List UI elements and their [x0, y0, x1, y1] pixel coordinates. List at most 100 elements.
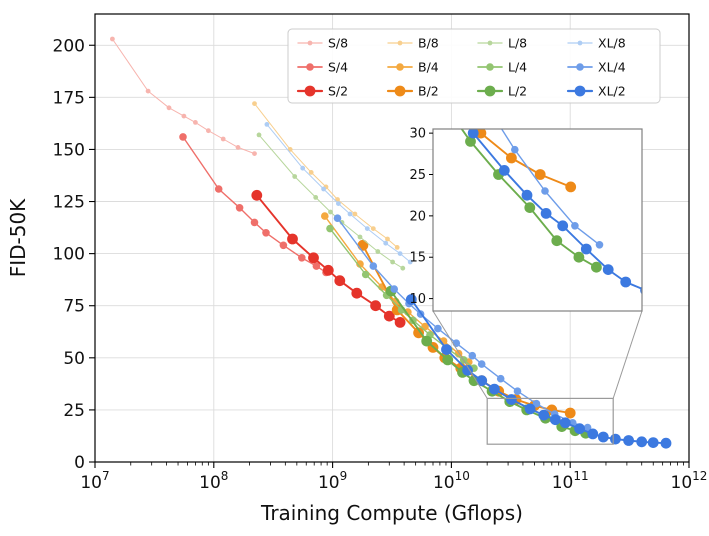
- y-tick-label: 0: [74, 453, 85, 473]
- main-line-s-4: [182, 136, 327, 274]
- main-point-l-8: [292, 174, 298, 179]
- legend-label-l-4: L/4: [508, 60, 527, 75]
- main-point-l-2: [421, 335, 433, 347]
- legend-label-b-4: B/4: [418, 60, 439, 75]
- main-point-b-4: [321, 212, 329, 220]
- legend-entry-l-2: L/2: [476, 84, 527, 99]
- main-point-xl-2: [489, 383, 500, 395]
- main-point-b-8: [352, 211, 358, 217]
- main-point-b-4: [356, 260, 364, 268]
- main-point-s-4: [235, 204, 244, 212]
- main-point-s-2: [334, 275, 346, 287]
- legend-label-xl-8: XL/8: [598, 36, 626, 51]
- main-point-xl-4: [434, 324, 442, 333]
- legend-marker-s-2: [304, 85, 316, 97]
- plot-series: [110, 36, 672, 449]
- y-tick-label: 100: [53, 245, 85, 265]
- legend-label-s-2: S/2: [328, 84, 348, 99]
- main-point-xl-8: [300, 165, 306, 171]
- main-point-xl-4: [452, 339, 461, 348]
- main-series-xl-8: [264, 122, 413, 265]
- legend-entry-l-8: L/8: [477, 36, 527, 51]
- legend-label-s-8: S/8: [328, 36, 348, 51]
- legend-label-s-4: S/4: [328, 60, 348, 75]
- main-point-xl-8: [321, 186, 326, 192]
- main-point-xl-8: [336, 201, 341, 207]
- y-axis-label: FID-50K: [6, 198, 30, 277]
- main-point-s-4: [279, 241, 288, 250]
- legend-label-l-8: L/8: [508, 36, 527, 51]
- y-tick-label: 150: [53, 140, 85, 160]
- y-tick-label: 175: [53, 88, 85, 108]
- main-point-s-4: [214, 185, 223, 193]
- legend-entry-l-4: L/4: [477, 60, 527, 75]
- y-tick-label: 50: [63, 349, 85, 369]
- y-tick-label: 200: [53, 36, 85, 56]
- main-point-s-8: [181, 113, 187, 119]
- main-point-xl-4: [390, 285, 399, 293]
- inset-background: [433, 129, 642, 311]
- inset-series-b-2: [475, 129, 577, 193]
- main-point-xl-2: [660, 437, 672, 449]
- main-point-xl-2: [587, 428, 599, 440]
- zoom-connector-left: [432, 310, 488, 399]
- legend-marker-b-4: [396, 63, 404, 71]
- main-point-xl-4: [477, 360, 486, 368]
- main-point-b-8: [308, 170, 314, 175]
- inset-point-xl-2: [521, 189, 533, 201]
- inset-axes: 10 15 20 25 30: [409, 127, 643, 312]
- inset-point-l-2: [591, 261, 602, 273]
- main-point-l-4: [326, 224, 334, 233]
- inset-point-xl-2: [498, 165, 510, 176]
- legend-box: [287, 28, 661, 104]
- inset-y-tick-label: 25: [409, 168, 426, 183]
- main-point-s-8: [166, 105, 172, 111]
- main-point-s-8: [193, 120, 198, 125]
- main-point-s-8: [110, 36, 115, 42]
- main-point-s-8: [235, 145, 241, 150]
- main-series-l-8: [256, 132, 406, 271]
- zoom-connector-right: [612, 310, 643, 399]
- inset-point-l-2: [551, 235, 563, 247]
- main-point-l-8: [357, 234, 363, 240]
- inset-point-l-2: [465, 136, 476, 147]
- x-tick-label: 109: [318, 469, 347, 493]
- inset-y-tick-label: 10: [409, 292, 426, 307]
- main-point-b-8: [335, 197, 340, 202]
- legend: S/8 S/4 S/2 B/8 B/4 B/2 L/8 L/4 L/2 XL/8 XL/4 XL/2: [287, 28, 661, 104]
- main-point-b-8: [287, 147, 293, 152]
- main-point-xl-2: [441, 344, 452, 355]
- inset-y-tick-label: 15: [409, 251, 426, 266]
- main-point-s-2: [322, 264, 334, 276]
- main-point-s-8: [145, 88, 151, 94]
- main-point-s-8: [252, 151, 257, 157]
- main-point-xl-8: [397, 251, 403, 256]
- main-point-xl-2: [550, 414, 561, 426]
- main-point-l-8: [400, 265, 406, 271]
- main-point-xl-2: [597, 431, 609, 443]
- x-tick-label: 107: [80, 469, 109, 493]
- main-point-xl-2: [636, 436, 648, 448]
- main-point-xl-4: [369, 262, 378, 270]
- legend-entry-s-4: S/4: [297, 60, 348, 75]
- main-point-xl-8: [347, 211, 353, 217]
- main-point-b-2: [413, 327, 424, 339]
- main-point-xl-2: [538, 409, 550, 421]
- main-point-l-4: [361, 270, 370, 279]
- inset-point-b-2: [565, 181, 577, 193]
- legend-marker-l-8: [487, 40, 493, 46]
- main-point-xl-4: [513, 387, 522, 396]
- main-series-s-2: [251, 189, 406, 328]
- legend-marker-s-8: [307, 40, 313, 46]
- inset-point-xl-4: [595, 241, 604, 249]
- main-point-s-2: [287, 233, 298, 245]
- inset-y-tick-label: 30: [409, 127, 426, 142]
- main-point-xl-8: [364, 226, 370, 232]
- inset-y-tick-label: 20: [409, 209, 426, 224]
- legend-entry-xl-2: XL/2: [566, 84, 626, 99]
- legend-marker-b-2: [394, 85, 406, 97]
- main-point-xl-2: [559, 417, 571, 429]
- main-point-xl-4: [496, 374, 505, 383]
- main-point-s-2: [351, 287, 363, 299]
